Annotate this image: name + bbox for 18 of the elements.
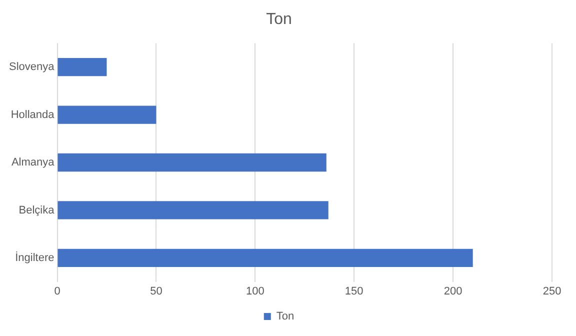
x-tick-label: 200 (444, 285, 462, 298)
x-tick-label: 100 (246, 285, 264, 298)
bar (58, 106, 156, 124)
bar (58, 153, 326, 172)
chart-title: Ton (266, 11, 292, 28)
x-tick-label: 250 (542, 285, 562, 298)
y-tick-label: Belçika (18, 204, 56, 216)
y-tick-label: Slovenya (8, 61, 56, 74)
bar (58, 201, 328, 220)
legend-label: Ton (276, 310, 294, 323)
x-tick-label: 50 (150, 285, 162, 298)
bar (58, 248, 473, 268)
x-tick-label: 0 (54, 285, 60, 298)
bar (58, 58, 107, 76)
x-tick-label: 150 (344, 285, 364, 298)
y-tick-label: Almanya (11, 156, 56, 169)
y-tick-label: İngiltere (15, 250, 54, 264)
y-tick-label: Hollanda (10, 108, 56, 121)
